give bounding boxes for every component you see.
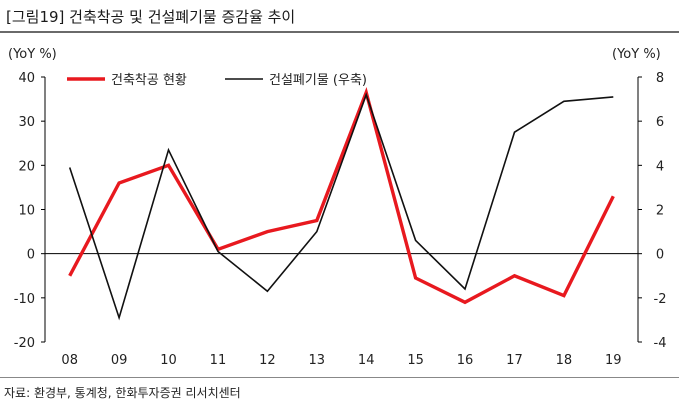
left-axis-unit-label: (YoY %) <box>8 47 57 62</box>
x-tick-label: 16 <box>457 353 474 368</box>
x-tick-label: 19 <box>605 353 622 368</box>
x-tick-label: 08 <box>61 353 78 368</box>
x-tick-label: 12 <box>259 353 276 368</box>
left-tick-label: 40 <box>18 71 35 86</box>
left-tick-label: 20 <box>18 159 35 174</box>
left-tick-label: -10 <box>14 292 35 307</box>
left-tick-label: 0 <box>27 248 35 263</box>
left-tick-label: 10 <box>18 204 35 219</box>
right-tick-label: -4 <box>654 336 667 351</box>
source-divider <box>0 377 679 378</box>
x-tick-label: 17 <box>506 353 523 368</box>
x-tick-label: 14 <box>358 353 375 368</box>
right-axis-unit-label: (YoY %) <box>612 47 661 62</box>
series-line-construction-waste <box>68 92 614 321</box>
x-tick-label: 18 <box>556 353 573 368</box>
right-tick-label: 0 <box>656 248 664 263</box>
x-tick-label: 13 <box>309 353 326 368</box>
legend: 건축착공 현황 건설폐기물 (우축) <box>67 73 367 88</box>
x-tick-label: 10 <box>160 353 177 368</box>
left-tick-label: 30 <box>18 115 35 130</box>
right-tick-label: 8 <box>656 71 664 86</box>
right-tick-label: 6 <box>656 115 664 130</box>
series-line-building-starts <box>68 87 615 305</box>
right-tick-label: -2 <box>654 292 667 307</box>
x-tick-label: 15 <box>407 353 424 368</box>
right-tick-label: 2 <box>656 204 664 219</box>
legend-label: 건축착공 현황 <box>111 73 187 88</box>
x-tick-label: 09 <box>111 353 128 368</box>
title-divider <box>0 31 679 33</box>
x-tick-label: 11 <box>210 353 227 368</box>
right-tick-label: 4 <box>656 159 664 174</box>
legend-label: 건설폐기물 (우축) <box>269 73 367 88</box>
figure-title: [그림19] 건축착공 및 건설폐기물 증감율 추이 <box>6 8 296 26</box>
source-note: 자료: 환경부, 통계청, 한화투자증권 리서치센터 <box>4 386 241 400</box>
left-tick-label: -20 <box>14 336 35 351</box>
